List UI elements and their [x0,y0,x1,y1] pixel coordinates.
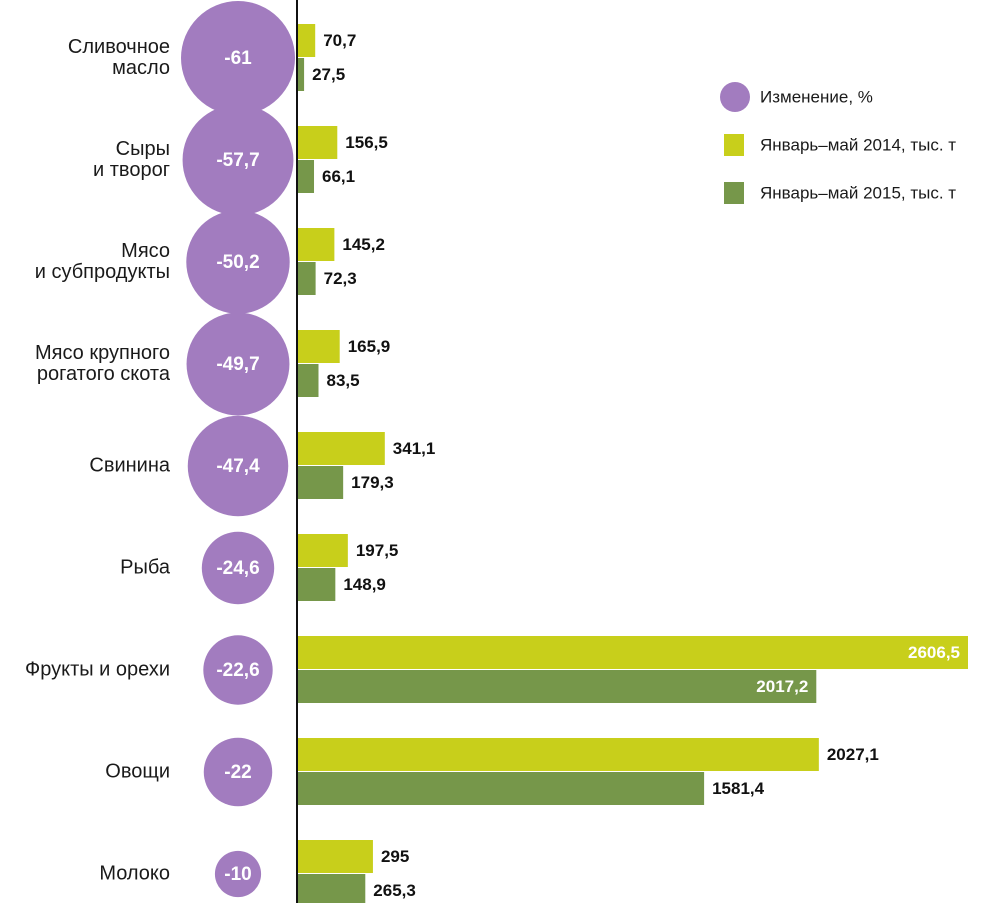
bar [298,364,319,397]
legend-label: Изменение, % [760,87,873,106]
legend-marker [724,134,744,156]
bubble [181,1,295,115]
bar [298,24,316,57]
bar [298,432,385,465]
legend-label: Январь–май 2015, тыс. т [760,183,956,202]
bar [298,636,968,669]
bar [298,262,316,295]
bar [298,840,373,873]
bar [298,568,336,601]
bar [298,126,338,159]
bar [298,670,817,703]
bar [298,534,348,567]
bar-label: 2606,5 [908,643,960,662]
bar-label: 197,5 [356,541,399,560]
bar-label: 148,9 [343,575,386,594]
bar-label: 165,9 [348,337,391,356]
bubble-label: -50,2 [216,252,259,273]
category-label: Сыры и творог [93,138,170,181]
bubble-label: -24,6 [216,558,259,579]
legend-marker [720,82,750,112]
bar-label: 72,3 [324,269,357,288]
category-label: Мясо и субпродукты [34,240,170,283]
bar [298,738,819,771]
bar-label: 156,5 [345,133,388,152]
bubble [187,415,289,517]
bar-label: 145,2 [342,235,385,254]
bar [298,160,315,193]
bar [298,228,335,261]
category-label: Мясо крупного рогатого скота [34,342,170,385]
bubble-label: -47,4 [216,456,260,477]
bar-label: 2017,2 [756,677,808,696]
bar-label: 341,1 [393,439,436,458]
bar [298,330,340,363]
bar [298,772,705,805]
bubble [186,210,290,314]
bar-label: 1581,4 [712,779,765,798]
bubble [186,312,290,416]
bar-label: 295 [381,847,409,866]
bubble-label: -22 [224,762,251,783]
legend-label: Январь–май 2014, тыс. т [760,135,956,154]
bubble [182,104,294,216]
bar [298,58,305,91]
category-label: Свинина [89,454,170,477]
bubble [203,635,273,705]
category-label: Фрукты и орехи [25,658,170,681]
bar-label: 179,3 [351,473,394,492]
category-label: Овощи [105,760,170,783]
bar-label: 83,5 [326,371,359,390]
category-label: Рыба [120,556,170,579]
bubble [214,850,262,898]
bubble-label: -22,6 [216,660,259,681]
bubble-label: -10 [224,864,251,885]
category-label: Молоко [99,862,170,885]
category-label: Сливочное масло [67,36,170,79]
bar [298,874,366,903]
bar-label: 66,1 [322,167,355,186]
bubble [201,531,275,605]
bubble-label: -57,7 [216,150,259,171]
legend-marker [724,182,744,204]
bar [298,466,344,499]
bar-label: 2027,1 [827,745,879,764]
bar-label: 27,5 [312,65,345,84]
bubble-label: -49,7 [216,354,259,375]
bubble-label: -61 [224,48,252,69]
bubble [203,737,273,807]
bar-label: 265,3 [373,881,416,900]
bar-label: 70,7 [323,31,356,50]
